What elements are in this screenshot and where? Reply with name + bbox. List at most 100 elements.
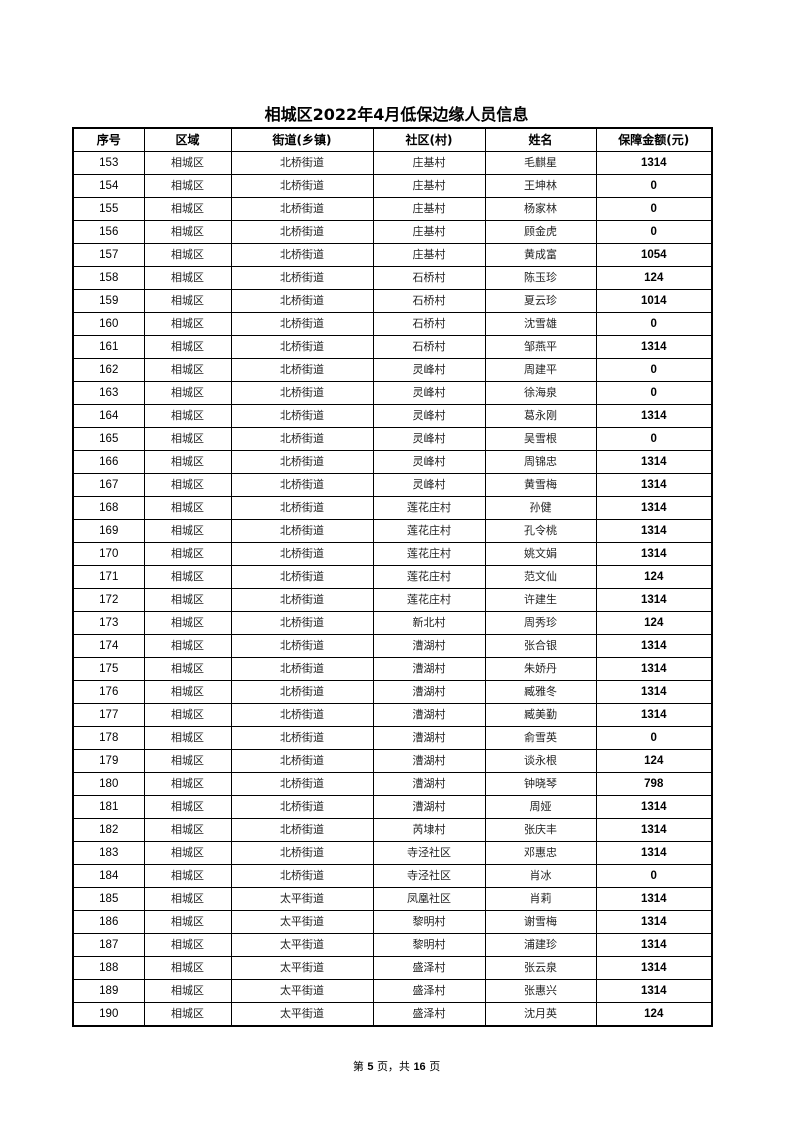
cell-district: 相城区	[143, 979, 232, 1003]
table-row: 160 相城区 北桥街道 石桥村 沈雪雄 0	[72, 312, 713, 336]
cell-name: 周锦忠	[484, 450, 597, 474]
cell-index: 188	[72, 956, 145, 980]
cell-district: 相城区	[143, 542, 232, 566]
cell-amount: 798	[595, 772, 713, 796]
cell-index: 190	[72, 1002, 145, 1027]
cell-amount: 0	[595, 312, 713, 336]
cell-community: 灵峰村	[372, 381, 486, 405]
footer-prefix: 第	[352, 1060, 364, 1073]
header-district: 区域	[143, 127, 232, 152]
cell-name: 沈月英	[484, 1002, 597, 1027]
cell-amount: 124	[595, 611, 713, 635]
cell-district: 相城区	[143, 703, 232, 727]
table-row: 178 相城区 北桥街道 漕湖村 俞雪英 0	[72, 726, 713, 750]
cell-district: 相城区	[143, 933, 232, 957]
header-index: 序号	[72, 127, 145, 152]
cell-index: 161	[72, 335, 145, 359]
cell-amount: 124	[595, 266, 713, 290]
cell-district: 相城区	[143, 174, 232, 198]
cell-community: 漕湖村	[372, 795, 486, 819]
cell-amount: 1314	[595, 450, 713, 474]
cell-index: 187	[72, 933, 145, 957]
cell-index: 185	[72, 887, 145, 911]
table-row: 183 相城区 北桥街道 寺泾社区 邓惠忠 1314	[72, 841, 713, 865]
table-row: 187 相城区 太平街道 黎明村 浦建珍 1314	[72, 933, 713, 957]
cell-index: 154	[72, 174, 145, 198]
footer-page: 5	[367, 1061, 374, 1073]
cell-amount: 1054	[595, 243, 713, 267]
cell-index: 186	[72, 910, 145, 934]
cell-index: 163	[72, 381, 145, 405]
cell-street: 北桥街道	[230, 841, 374, 865]
cell-index: 164	[72, 404, 145, 428]
cell-street: 北桥街道	[230, 496, 374, 520]
cell-district: 相城区	[143, 864, 232, 888]
cell-community: 漕湖村	[372, 749, 486, 773]
table-row: 169 相城区 北桥街道 莲花庄村 孔令桃 1314	[72, 519, 713, 543]
table-row: 176 相城区 北桥街道 漕湖村 臧雅冬 1314	[72, 680, 713, 704]
cell-street: 北桥街道	[230, 565, 374, 589]
cell-street: 北桥街道	[230, 404, 374, 428]
cell-street: 北桥街道	[230, 174, 374, 198]
cell-index: 173	[72, 611, 145, 635]
cell-community: 盛泽村	[372, 956, 486, 980]
cell-district: 相城区	[143, 312, 232, 336]
cell-index: 155	[72, 197, 145, 221]
cell-name: 周建平	[484, 358, 597, 382]
table-row: 164 相城区 北桥街道 灵峰村 葛永刚 1314	[72, 404, 713, 428]
cell-name: 姚文娟	[484, 542, 597, 566]
cell-index: 156	[72, 220, 145, 244]
cell-name: 周娅	[484, 795, 597, 819]
footer-middle: 页，共	[376, 1060, 410, 1073]
cell-district: 相城区	[143, 588, 232, 612]
cell-index: 175	[72, 657, 145, 681]
cell-community: 庄基村	[372, 243, 486, 267]
cell-index: 160	[72, 312, 145, 336]
cell-index: 181	[72, 795, 145, 819]
header-name: 姓名	[484, 127, 597, 152]
cell-community: 芮埭村	[372, 818, 486, 842]
cell-community: 漕湖村	[372, 680, 486, 704]
cell-amount: 0	[595, 220, 713, 244]
cell-street: 北桥街道	[230, 519, 374, 543]
footer-suffix: 页	[429, 1060, 441, 1073]
cell-street: 北桥街道	[230, 220, 374, 244]
cell-amount: 1314	[595, 496, 713, 520]
table-row: 165 相城区 北桥街道 灵峰村 吴雪根 0	[72, 427, 713, 451]
cell-street: 北桥街道	[230, 312, 374, 336]
cell-district: 相城区	[143, 358, 232, 382]
relief-table: 序号 区域 街道(乡镇) 社区(村) 姓名 保障金额(元) 153 相城区 北桥街道…	[72, 127, 713, 1027]
cell-name: 许建生	[484, 588, 597, 612]
cell-street: 北桥街道	[230, 151, 374, 175]
table-row: 156 相城区 北桥街道 庄基村 顾金虎 0	[72, 220, 713, 244]
cell-amount: 0	[595, 381, 713, 405]
cell-name: 俞雪英	[484, 726, 597, 750]
cell-district: 相城区	[143, 335, 232, 359]
cell-name: 朱娇丹	[484, 657, 597, 681]
cell-street: 北桥街道	[230, 289, 374, 313]
cell-index: 184	[72, 864, 145, 888]
cell-district: 相城区	[143, 795, 232, 819]
cell-street: 北桥街道	[230, 427, 374, 451]
cell-name: 周秀珍	[484, 611, 597, 635]
cell-name: 臧美勤	[484, 703, 597, 727]
cell-street: 太平街道	[230, 1002, 374, 1027]
cell-community: 漕湖村	[372, 703, 486, 727]
cell-index: 182	[72, 818, 145, 842]
cell-community: 庄基村	[372, 220, 486, 244]
cell-district: 相城区	[143, 427, 232, 451]
cell-district: 相城区	[143, 289, 232, 313]
cell-amount: 0	[595, 197, 713, 221]
cell-street: 北桥街道	[230, 772, 374, 796]
table-row: 174 相城区 北桥街道 漕湖村 张合银 1314	[72, 634, 713, 658]
cell-street: 太平街道	[230, 979, 374, 1003]
cell-street: 太平街道	[230, 910, 374, 934]
cell-community: 新北村	[372, 611, 486, 635]
cell-community: 灵峰村	[372, 358, 486, 382]
cell-name: 邹燕平	[484, 335, 597, 359]
cell-street: 北桥街道	[230, 657, 374, 681]
cell-amount: 1314	[595, 795, 713, 819]
cell-street: 北桥街道	[230, 358, 374, 382]
cell-index: 183	[72, 841, 145, 865]
cell-amount: 0	[595, 726, 713, 750]
